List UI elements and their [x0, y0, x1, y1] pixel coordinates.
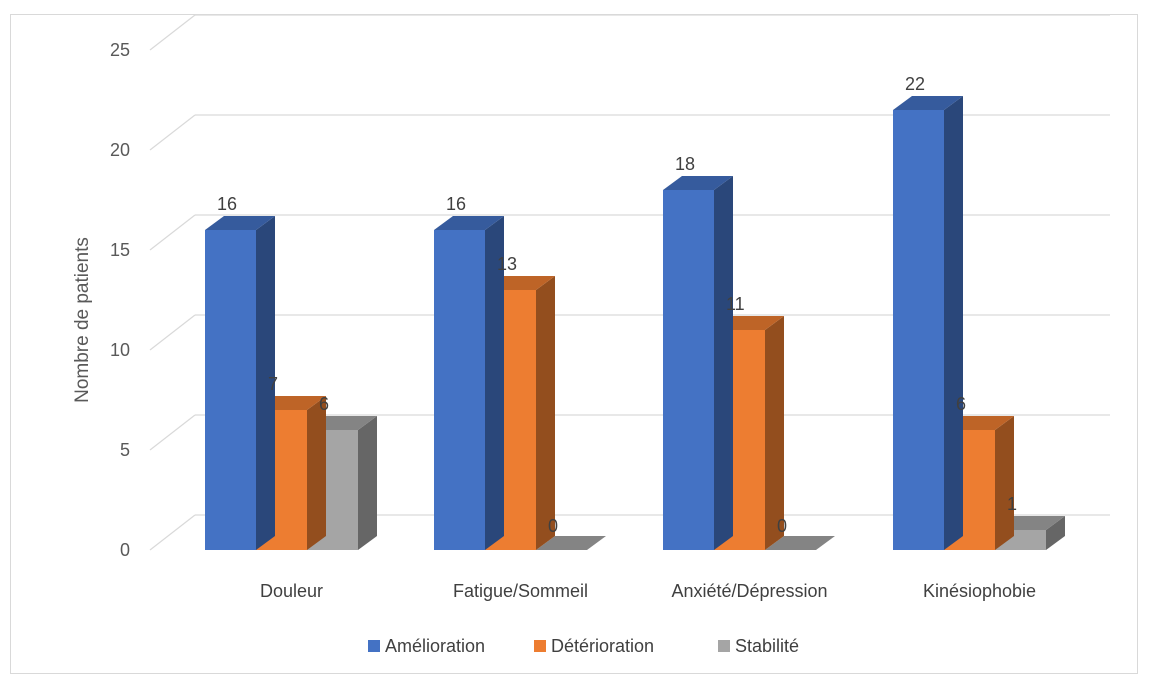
bar-stabilité	[536, 536, 606, 550]
bar-front	[205, 230, 256, 550]
legend-item: Détérioration	[534, 636, 654, 656]
bar-side	[485, 216, 504, 550]
data-label: 16	[217, 194, 237, 214]
bar-side	[307, 396, 326, 550]
data-label: 1	[1007, 494, 1017, 514]
data-label: 7	[268, 374, 278, 394]
y-axis-ticks: 0 5 10 15 20 25	[110, 40, 130, 560]
bar-side	[536, 276, 555, 550]
data-label: 18	[675, 154, 695, 174]
x-category-label: Anxiété/Dépression	[671, 581, 827, 601]
data-label: 6	[319, 394, 329, 414]
legend-item: Stabilité	[718, 636, 799, 656]
x-category-label: Fatigue/Sommeil	[453, 581, 588, 601]
gridline-diagonal	[149, 314, 196, 351]
data-label: 11	[726, 294, 745, 314]
bar-side	[714, 176, 733, 550]
gridline-diagonal	[149, 214, 196, 251]
bar-side	[256, 216, 275, 550]
bar-side	[944, 96, 963, 550]
legend-swatch	[368, 640, 380, 652]
gridline-diagonal	[149, 414, 196, 451]
bar-top	[663, 176, 733, 190]
bar-top	[765, 536, 835, 550]
y-tick-label: 15	[110, 240, 130, 260]
bar-side	[765, 316, 784, 550]
bar-amélioration	[663, 176, 733, 550]
x-category-label: Kinésiophobie	[923, 581, 1036, 601]
x-category-label: Douleur	[260, 581, 323, 601]
bar-side	[1046, 516, 1065, 550]
data-label: 16	[446, 194, 466, 214]
data-label: 13	[497, 254, 517, 274]
bar-top	[205, 216, 275, 230]
y-tick-label: 10	[110, 340, 130, 360]
bars	[205, 96, 1065, 550]
y-axis-label: Nombre de patients	[72, 237, 93, 403]
bar-stabilité	[765, 536, 835, 550]
legend-label: Amélioration	[385, 636, 485, 656]
bar-amélioration	[434, 216, 504, 550]
bar-amélioration	[893, 96, 963, 550]
y-tick-label: 0	[120, 540, 130, 560]
legend: Amélioration Détérioration Stabilité	[368, 636, 799, 656]
bar-amélioration	[205, 216, 275, 550]
x-axis-categories: Douleur Fatigue/Sommeil Anxiété/Dépression…	[260, 581, 1036, 601]
bar-front	[893, 110, 944, 550]
bar-top	[434, 216, 504, 230]
gridline-diagonal	[149, 514, 196, 551]
legend-item: Amélioration	[368, 636, 485, 656]
bar-top	[893, 96, 963, 110]
y-tick-label: 5	[120, 440, 130, 460]
y-tick-label: 25	[110, 40, 130, 60]
legend-swatch	[534, 640, 546, 652]
gridline-diagonal	[149, 14, 196, 51]
y-tick-label: 20	[110, 140, 130, 160]
legend-swatch	[718, 640, 730, 652]
gridline-diagonal	[149, 114, 196, 151]
legend-label: Détérioration	[551, 636, 654, 656]
bar-front	[663, 190, 714, 550]
data-label: 6	[956, 394, 966, 414]
data-label: 22	[905, 74, 925, 94]
bar-side	[995, 416, 1014, 550]
legend-label: Stabilité	[735, 636, 799, 656]
data-label: 0	[548, 516, 558, 536]
data-label: 0	[777, 516, 787, 536]
bar-top	[536, 536, 606, 550]
bar-side	[358, 416, 377, 550]
bar-front	[434, 230, 485, 550]
